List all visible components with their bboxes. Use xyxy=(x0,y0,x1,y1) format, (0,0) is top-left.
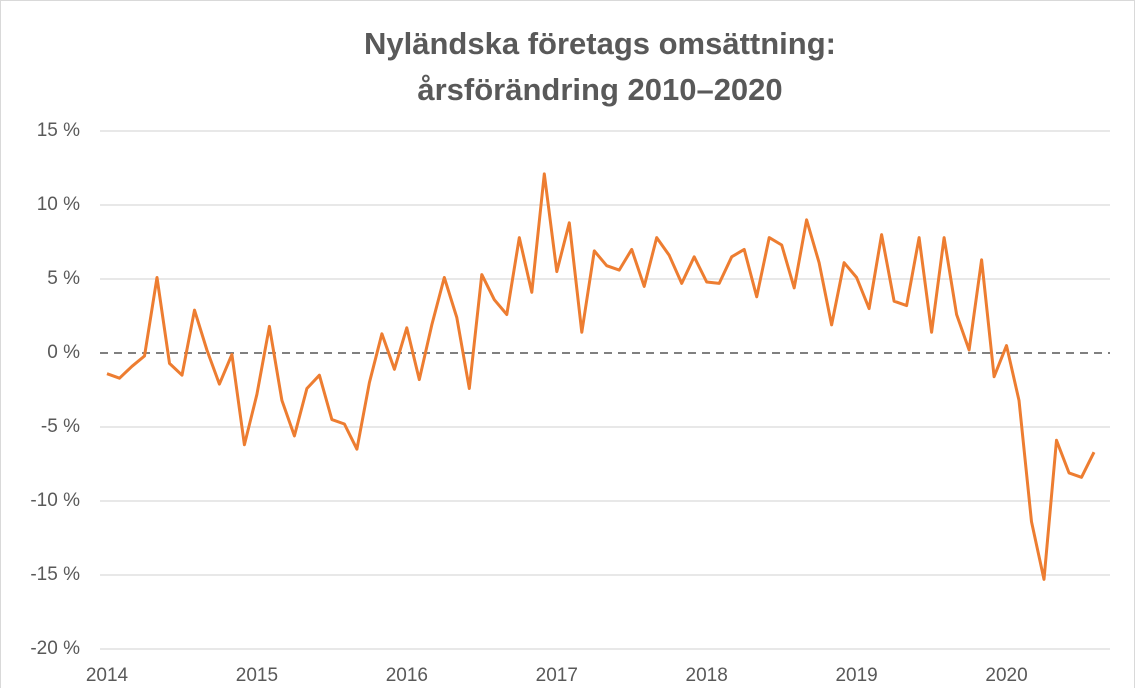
x-tick-label: 2017 xyxy=(536,665,578,686)
y-tick-label: -5 % xyxy=(41,416,80,437)
y-tick-label: 5 % xyxy=(47,268,80,289)
y-tick-label: 0 % xyxy=(47,342,80,363)
y-tick-label: -20 % xyxy=(30,638,80,659)
y-tick-label: 15 % xyxy=(37,120,80,141)
y-tick-label: -10 % xyxy=(30,490,80,511)
chart-title: Nyländska företags omsättning: xyxy=(364,26,836,61)
data-line xyxy=(106,172,1096,581)
x-tick-label: 2014 xyxy=(86,665,129,686)
chart-title: årsförändring 2010–2020 xyxy=(417,72,782,107)
x-tick-label: 2015 xyxy=(236,665,278,686)
y-tick-label: -15 % xyxy=(30,564,80,585)
x-tick-label: 2018 xyxy=(686,665,728,686)
x-tick-label: 2020 xyxy=(985,665,1027,686)
x-tick-label: 2016 xyxy=(386,665,428,686)
y-tick-label: 10 % xyxy=(37,194,80,215)
x-tick-label: 2019 xyxy=(835,665,877,686)
